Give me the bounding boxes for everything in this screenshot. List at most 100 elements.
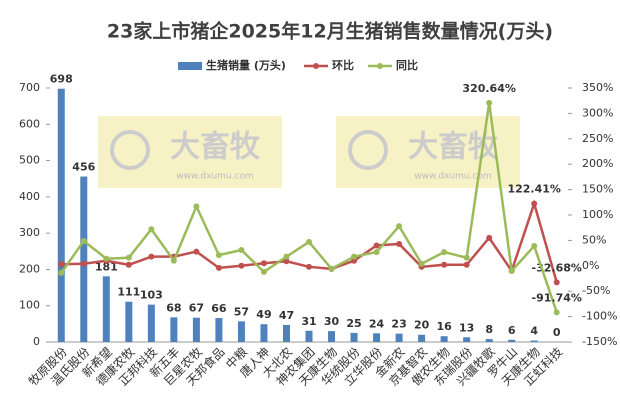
bar	[237, 321, 245, 342]
line-marker	[125, 261, 132, 268]
line-value-label: -32.68%	[532, 261, 582, 274]
y2-tick-label: -50%	[582, 284, 610, 297]
bar-value-label: 23	[391, 318, 406, 331]
line-marker	[351, 253, 358, 260]
bar-value-label: 24	[369, 317, 385, 330]
bar-value-label: 67	[189, 302, 204, 315]
line-marker	[80, 237, 87, 244]
bar	[395, 333, 403, 342]
bar	[170, 317, 178, 342]
line-marker	[418, 260, 425, 267]
watermark: 大畜牧 www.dxumu.com 大畜牧 www.dxumu.com	[98, 116, 520, 188]
bar-value-label: 4	[530, 325, 538, 338]
bar	[125, 301, 133, 342]
y-tick-label: 100	[19, 299, 40, 312]
bar	[305, 330, 313, 342]
bar-value-label: 16	[436, 320, 452, 333]
line-marker	[58, 269, 65, 276]
line-marker	[215, 264, 222, 271]
line-marker	[463, 254, 470, 261]
line-marker	[328, 265, 335, 272]
bar-value-label: 47	[279, 309, 294, 322]
bar-value-label: 456	[72, 161, 95, 174]
bar-value-label: 68	[166, 301, 181, 314]
y2-tick-label: 350%	[582, 81, 613, 94]
bar	[485, 339, 493, 342]
bar	[530, 340, 538, 342]
y-tick-label: 400	[19, 190, 40, 203]
line-marker	[531, 200, 538, 207]
line-marker	[306, 263, 312, 270]
line-marker	[215, 252, 222, 259]
y2-tick-label: -100%	[582, 310, 617, 323]
bar	[260, 324, 268, 342]
line-marker	[238, 247, 245, 254]
line-marker	[508, 267, 515, 274]
watermark-text: 大畜牧	[170, 130, 261, 165]
y2-tick-label: 150%	[582, 183, 613, 196]
y-tick-label: 500	[19, 154, 40, 167]
line-marker	[260, 260, 267, 267]
y-tick-label: 700	[19, 81, 40, 94]
bar-value-label: 57	[234, 305, 249, 318]
line-marker	[283, 258, 290, 265]
bar-value-label: 103	[140, 289, 163, 302]
line-marker	[306, 238, 312, 245]
line-marker	[531, 242, 538, 249]
bar-value-label: 111	[117, 286, 140, 299]
bar	[282, 324, 290, 342]
line-marker	[486, 99, 493, 106]
bar	[147, 304, 155, 342]
line-value-label: 122.41%	[507, 183, 560, 196]
bar	[463, 337, 471, 342]
line-value-label: 320.64%	[462, 82, 515, 95]
line-marker	[125, 254, 132, 261]
line-marker	[553, 279, 560, 286]
bar	[508, 339, 516, 342]
line-marker	[103, 255, 110, 262]
y-tick-label: 0	[33, 335, 40, 348]
y-tick-label: 600	[19, 117, 40, 130]
line-marker	[553, 309, 560, 316]
bar-value-label: 8	[485, 323, 493, 336]
watermark-logo	[348, 130, 388, 170]
line-marker	[170, 257, 177, 264]
line-marker	[148, 253, 155, 260]
line-marker	[193, 203, 200, 210]
line-marker	[373, 249, 380, 256]
watermark-logo	[110, 130, 150, 170]
watermark-box	[98, 116, 282, 188]
line-marker	[238, 262, 245, 269]
legend-label: 环比	[332, 58, 354, 72]
bar-value-label: 6	[508, 324, 516, 337]
y-tick-label: 300	[19, 226, 40, 239]
y2-tick-label: 200%	[582, 157, 613, 170]
bar-value-label: 13	[459, 321, 474, 334]
watermark-url: www.dxumu.com	[414, 172, 491, 182]
bar	[328, 331, 336, 342]
bar-value-label: 31	[301, 315, 316, 328]
bar-value-label: 181	[95, 260, 118, 273]
line-marker	[260, 268, 267, 275]
bar	[57, 88, 65, 343]
bar	[440, 336, 448, 342]
watermark-box	[336, 116, 520, 188]
y2-tick-label: 300%	[582, 106, 613, 119]
line-marker	[441, 249, 448, 256]
line-marker	[463, 261, 470, 268]
legend-swatch	[377, 63, 383, 69]
bar-value-label: 20	[414, 319, 430, 332]
bar-value-label: 25	[346, 317, 361, 330]
bar	[215, 318, 223, 342]
y2-tick-label: 50%	[582, 233, 606, 246]
line-marker	[486, 234, 493, 241]
chart-title: 23家上市猪企2025年12月生猪销售数量情况(万头)	[107, 20, 553, 43]
legend-swatch	[178, 62, 202, 70]
bar-value-label: 30	[324, 315, 340, 328]
bar-value-label: 66	[211, 302, 227, 315]
bar	[80, 176, 88, 342]
y2-tick-label: -150%	[582, 335, 617, 348]
bar	[350, 332, 358, 342]
watermark-url: www.dxumu.com	[176, 172, 253, 182]
